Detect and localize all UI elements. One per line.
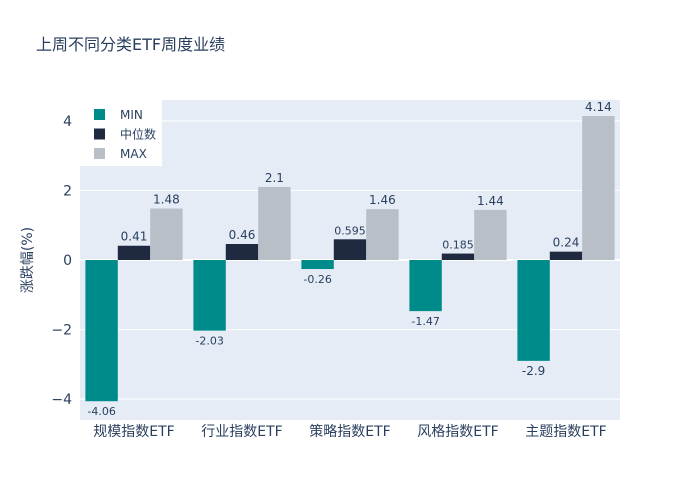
legend-label: MAX (120, 147, 147, 161)
x-tick-label: 规模指数ETF (93, 424, 174, 440)
data-label: 0.46 (229, 228, 256, 242)
x-tick-label: 行业指数ETF (201, 424, 282, 440)
bar-MAX-3 (474, 209, 507, 260)
bar-MIN-0 (85, 260, 118, 402)
bar-MIN-1 (193, 260, 226, 331)
chart-title: 上周不同分类ETF周度业绩 (36, 35, 225, 54)
data-label: 0.185 (442, 239, 474, 252)
bar-中位数-4 (549, 251, 583, 260)
bar-中位数-3 (441, 253, 475, 260)
legend-swatch (94, 109, 105, 120)
legend-label: MIN (120, 108, 143, 122)
x-tick-label: 风格指数ETF (417, 424, 498, 440)
data-label: -1.47 (411, 315, 439, 328)
bar-MAX-4 (582, 116, 615, 260)
data-label: 1.48 (153, 193, 180, 207)
bar-MAX-0 (150, 208, 183, 260)
legend[interactable]: MIN 中位数 MAX (80, 100, 162, 166)
data-label: 1.44 (477, 194, 504, 208)
data-label: -4.06 (87, 405, 115, 418)
bar-MIN-4 (517, 260, 550, 361)
data-label: 0.24 (553, 236, 580, 250)
legend-swatch (94, 128, 105, 140)
bar-中位数-1 (225, 244, 259, 260)
legend-swatch (94, 148, 105, 159)
y-axis: −4 −2 0 2 4 (51, 114, 72, 408)
data-labels: -4.06 0.41 1.48 -2.03 0.46 2.1 -0.26 0.595 1.46 -… (87, 100, 611, 418)
legend-item[interactable]: 中位数 (94, 127, 156, 142)
legend-box (80, 100, 162, 166)
x-axis: 规模指数ETF 行业指数ETF 策略指数ETF 风格指数ETF 主题指数ETF (93, 423, 606, 440)
x-tick-label: 主题指数ETF (525, 424, 606, 440)
data-label: 2.1 (265, 171, 284, 185)
legend-item[interactable]: MAX (94, 147, 147, 161)
bars (85, 116, 615, 402)
data-label: 0.41 (121, 230, 148, 244)
y-tick-label: 0 (63, 253, 72, 269)
bar-MAX-2 (366, 209, 399, 260)
data-label: 1.46 (369, 193, 396, 207)
y-axis-title: 涨跌幅(%) (20, 227, 36, 293)
y-tick-label: 2 (63, 183, 72, 199)
bar-MIN-2 (301, 260, 334, 270)
bar-中位数-2 (333, 239, 367, 260)
legend-item[interactable]: MIN (94, 108, 143, 122)
data-label: 4.14 (585, 100, 612, 114)
x-tick-label: 策略指数ETF (309, 423, 390, 440)
data-label: 0.595 (334, 224, 366, 237)
data-label: -0.26 (303, 273, 331, 286)
data-label: -2.03 (195, 335, 223, 348)
bar-中位数-0 (117, 245, 151, 260)
bar-MIN-3 (409, 260, 442, 312)
y-tick-label: −2 (51, 323, 72, 339)
y-tick-label: 4 (63, 114, 72, 130)
legend-label: 中位数 (120, 127, 156, 142)
data-label: -2.9 (522, 364, 545, 378)
bar-MAX-1 (258, 186, 291, 260)
y-tick-label: −4 (51, 392, 72, 408)
